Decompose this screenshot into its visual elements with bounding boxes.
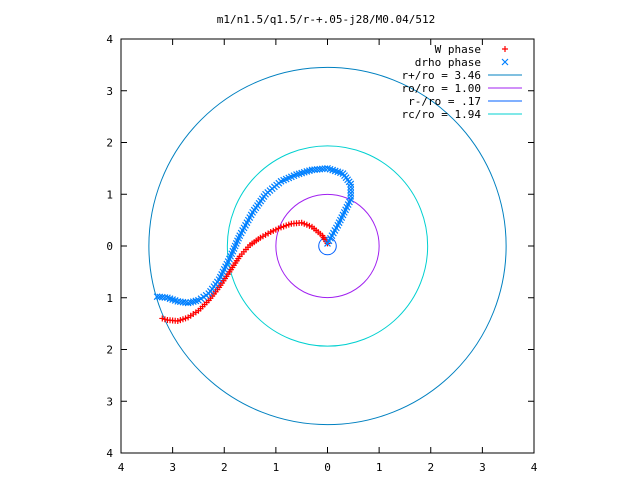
chart-title: m1/n1.5/q1.5/r-+.05-j28/M0.04/512 bbox=[217, 13, 436, 26]
data-point bbox=[347, 189, 355, 197]
data-point bbox=[347, 196, 355, 203]
data-point bbox=[311, 166, 319, 174]
legend-label: ro/ro = 1.00 bbox=[402, 82, 481, 95]
circle-mark bbox=[148, 66, 507, 426]
legend-marker bbox=[501, 58, 509, 66]
data-point bbox=[347, 186, 355, 194]
x-tick-label: 1 bbox=[376, 461, 383, 474]
x-tick-label: 0 bbox=[324, 461, 331, 474]
legend-label: rc/ro = 1.94 bbox=[402, 108, 482, 121]
y-tick-label: 4 bbox=[106, 447, 113, 460]
y-tick-label: 1 bbox=[106, 292, 113, 305]
y-tick-label: 1 bbox=[106, 188, 113, 201]
reference-circles bbox=[148, 66, 507, 426]
data-point bbox=[153, 293, 161, 301]
data-point bbox=[176, 298, 184, 306]
circle-mark bbox=[226, 145, 429, 347]
circle-mark bbox=[318, 236, 337, 256]
legend-label: drho phase bbox=[415, 56, 481, 69]
y-tick-label: 3 bbox=[106, 395, 113, 408]
drho-phase-series bbox=[153, 164, 355, 307]
y-tick-label: 2 bbox=[106, 344, 113, 357]
x-tick-label: 4 bbox=[531, 461, 538, 474]
legend-label: r-/ro = .17 bbox=[408, 95, 481, 108]
data-point bbox=[347, 183, 355, 191]
x-tick-label: 2 bbox=[427, 461, 434, 474]
x-tick-label: 4 bbox=[118, 461, 125, 474]
legend-marker bbox=[502, 46, 508, 52]
data-point bbox=[159, 315, 166, 322]
circle-mark bbox=[275, 193, 380, 299]
y-tick-label: 2 bbox=[106, 137, 113, 150]
x-tick-label: 3 bbox=[169, 461, 176, 474]
legend-label: W phase bbox=[435, 43, 481, 56]
y-tick-label: 3 bbox=[106, 85, 113, 98]
y-tick-label: 0 bbox=[106, 240, 113, 253]
x-tick-label: 1 bbox=[273, 461, 280, 474]
phase-points bbox=[153, 164, 355, 325]
y-tick-label: 4 bbox=[106, 33, 113, 46]
data-point bbox=[347, 192, 355, 200]
legend-label: r+/ro = 3.46 bbox=[402, 69, 481, 82]
w-phase-series bbox=[159, 219, 331, 325]
x-tick-label: 3 bbox=[479, 461, 486, 474]
data-point bbox=[156, 293, 164, 301]
x-tick-label: 2 bbox=[221, 461, 228, 474]
